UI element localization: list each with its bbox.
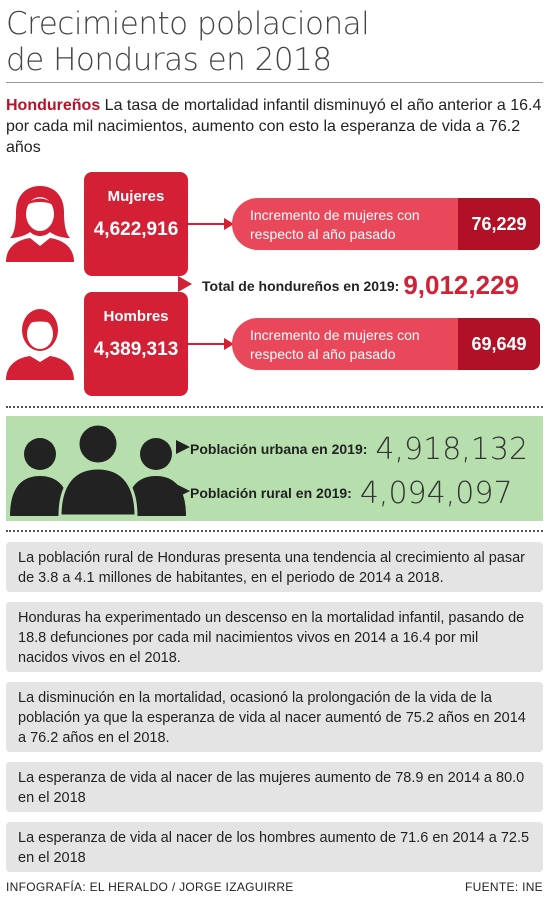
men-value: 4,389,313 — [93, 339, 179, 360]
total-label: Total de hondureños en 2019: — [202, 278, 400, 294]
arrow-right-icon — [188, 218, 234, 230]
rural-arrow-icon — [176, 484, 190, 498]
women-increment-text: Incremento de mujeres con respecto al añ… — [232, 198, 458, 250]
dotted-divider-top — [6, 406, 543, 408]
men-label: Hombres — [103, 308, 169, 325]
men-increment-line2: respecto al año pasado — [250, 346, 396, 362]
women-label: Mujeres — [107, 188, 165, 205]
rural-value: 4,094,097 — [359, 476, 513, 511]
title-line-2: de Honduras en 2018 — [6, 42, 332, 78]
women-card: Mujeres 4,622,916 — [84, 172, 188, 276]
arrow-right-icon-2 — [188, 338, 234, 350]
women-value: 4,622,916 — [93, 219, 179, 240]
men-increment-pill: Incremento de mujeres con respecto al añ… — [232, 318, 540, 370]
footer-credit: INFOGRAFÍA: EL HERALDO / JORGE IZAGUIRRE — [6, 880, 294, 894]
rural-population: Población rural en 2019: 4,094,097 — [190, 476, 513, 511]
men-increment-value: 69,649 — [458, 318, 540, 370]
total-value: 9,012,229 — [403, 270, 519, 300]
footer-source: FUENTE: INE — [465, 880, 543, 894]
population-panel: Población urbana en 2019: 4,918,132 Pobla… — [6, 416, 543, 521]
fact-item: La población rural de Honduras presenta … — [6, 542, 543, 592]
urban-label: Población urbana en 2019: — [190, 441, 368, 457]
men-increment-text: Incremento de mujeres con respecto al añ… — [232, 318, 458, 370]
title-divider — [6, 82, 543, 83]
fact-item: La esperanza de vida al nacer de los hom… — [6, 822, 543, 872]
urban-value: 4,918,132 — [375, 432, 529, 467]
title-line-1: Crecimiento poblacional — [6, 6, 370, 42]
page-title: Crecimiento poblacional de Honduras en 2… — [6, 6, 546, 78]
intro-paragraph: Hondureños La tasa de mortalidad infanti… — [6, 95, 546, 158]
urban-arrow-icon — [176, 440, 190, 454]
rural-label: Población rural en 2019: — [190, 485, 352, 501]
group-icon — [10, 422, 186, 516]
men-card: Hombres 4,389,313 — [84, 292, 188, 396]
women-increment-line1: Incremento de mujeres con — [250, 207, 420, 223]
fact-item: La esperanza de vida al nacer de las muj… — [6, 762, 543, 812]
women-increment-pill: Incremento de mujeres con respecto al añ… — [232, 198, 540, 250]
man-icon — [6, 309, 74, 380]
women-increment-value: 76,229 — [458, 198, 540, 250]
woman-icon — [6, 186, 74, 262]
fact-item: La disminución en la mortalidad, ocasion… — [6, 682, 543, 752]
men-increment-line1: Incremento de mujeres con — [250, 327, 420, 343]
dotted-divider-bottom — [6, 530, 543, 532]
connector-triangle-icon — [178, 276, 192, 292]
intro-text: La tasa de mortalidad infantil disminuyó… — [6, 97, 542, 156]
intro-lead: Hondureños — [6, 97, 101, 114]
footer: INFOGRAFÍA: EL HERALDO / JORGE IZAGUIRRE… — [6, 880, 543, 894]
urban-population: Población urbana en 2019: 4,918,132 — [190, 432, 528, 467]
women-increment-line2: respecto al año pasado — [250, 226, 396, 242]
total-population: Total de hondureños en 2019: 9,012,229 — [202, 270, 519, 301]
fact-item: Honduras ha experimentado un descenso en… — [6, 602, 543, 672]
